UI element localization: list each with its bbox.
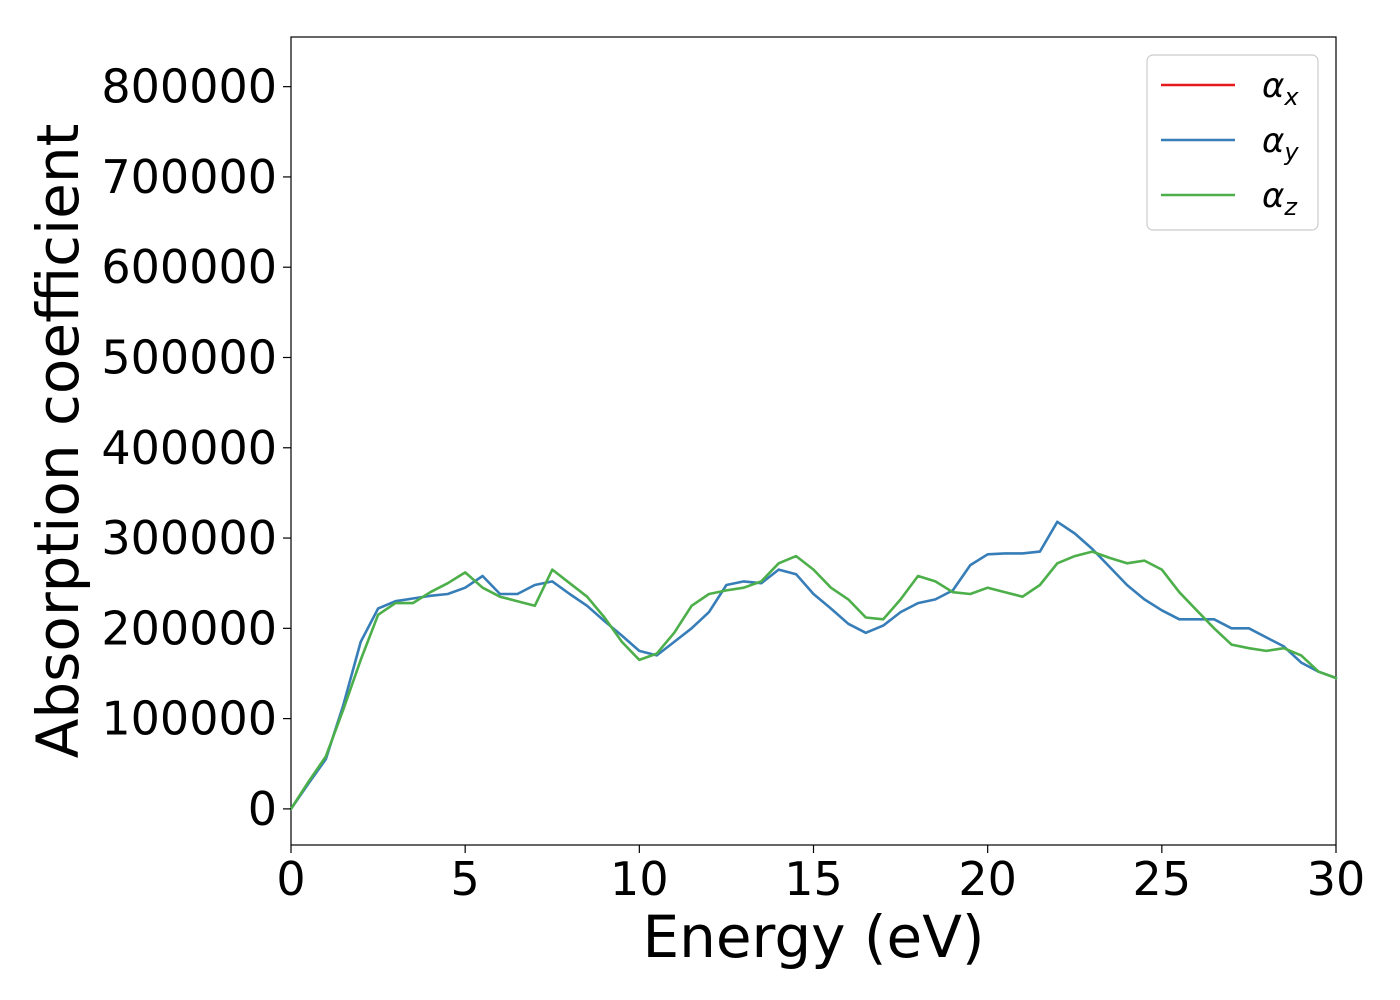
x-tick-label: 5: [451, 852, 480, 906]
y-tick-label: 100000: [101, 692, 277, 746]
x-axis-label: Energy (eV): [642, 903, 984, 971]
y-tick-label: 200000: [101, 601, 277, 655]
legend-label-z: αz: [1262, 176, 1298, 221]
y-axis-ticks: 0 100000 200000 300000 400000 500000 600000 700…: [101, 60, 291, 836]
legend-subscript: x: [1283, 83, 1299, 111]
y-tick-label: 800000: [101, 60, 277, 114]
series-line-z: [289, 550, 1338, 811]
y-tick-label: 300000: [101, 511, 277, 565]
x-tick-label: 15: [784, 852, 843, 906]
legend-label-y: αy: [1262, 121, 1299, 166]
series-layer: [289, 520, 1338, 811]
y-tick-label: 500000: [101, 330, 277, 384]
legend-box: [1146, 54, 1319, 231]
legend-subscript: y: [1283, 138, 1299, 166]
y-tick-label: 0: [248, 782, 277, 836]
y-tick-label: 700000: [101, 150, 277, 204]
series-line-y: [289, 520, 1338, 811]
legend-symbol: α: [1262, 66, 1284, 106]
x-tick-label: 30: [1307, 852, 1366, 906]
legend-symbol: α: [1262, 121, 1284, 161]
y-axis-label: Absorption coefficient: [24, 124, 92, 759]
legend-symbol: α: [1262, 176, 1284, 216]
legend-subscript: z: [1283, 193, 1298, 221]
x-tick-label: 25: [1133, 852, 1192, 906]
y-tick-label: 600000: [101, 240, 277, 294]
legend-label-x: αx: [1262, 66, 1299, 111]
x-tick-label: 20: [958, 852, 1017, 906]
x-axis-ticks: 0 5 10 15 20 25 30: [276, 845, 1365, 906]
y-tick-label: 400000: [101, 421, 277, 475]
x-tick-label: 0: [276, 852, 305, 906]
x-tick-label: 10: [610, 852, 669, 906]
